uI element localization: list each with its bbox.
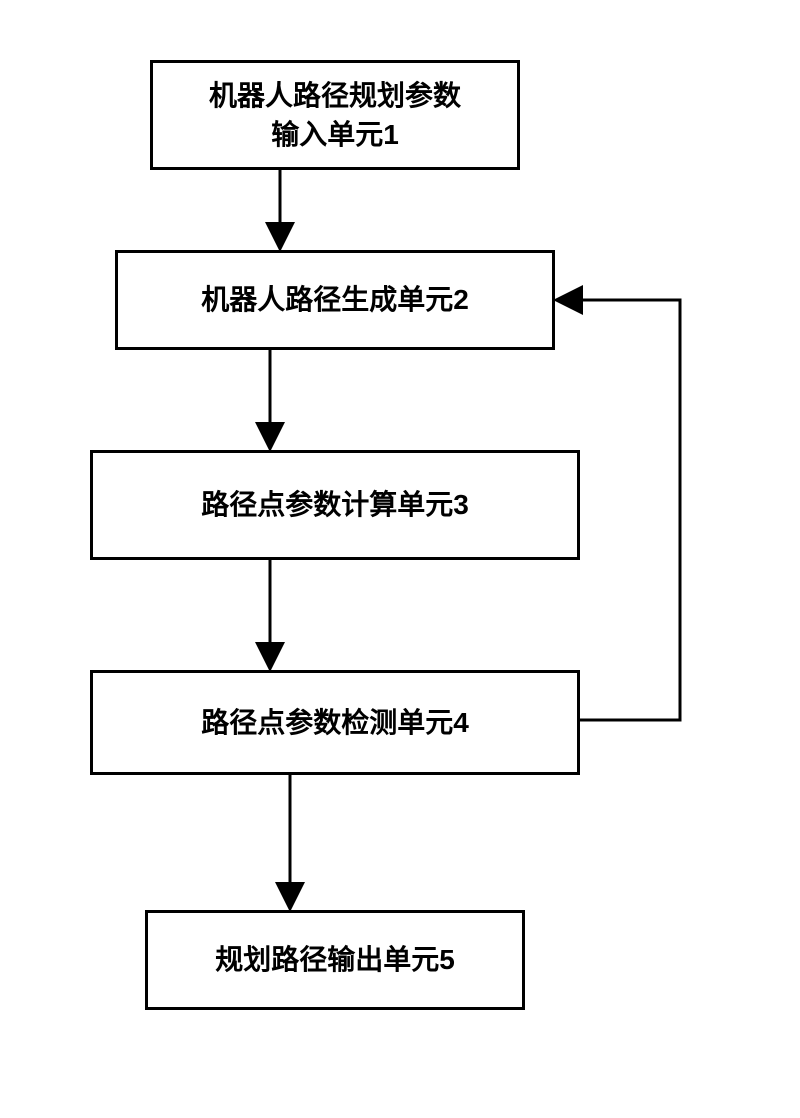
- flowchart-container: 机器人路径规划参数输入单元1 机器人路径生成单元2 路径点参数计算单元3 路径点…: [0, 0, 800, 1118]
- arrow-feedback-4-to-2: [0, 0, 800, 1118]
